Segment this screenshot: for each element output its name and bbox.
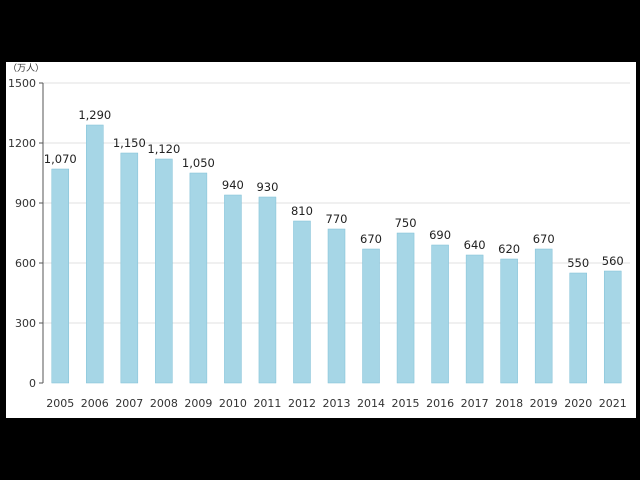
bar-2009: [189, 172, 208, 384]
bar-2021: [603, 270, 622, 384]
bar-2006: [86, 124, 104, 384]
x-tick-label-2005: 2005: [46, 397, 74, 410]
bar-2014: [362, 248, 380, 384]
y-axis-ticks: 0 300 600 900 1200 1500: [8, 77, 43, 390]
x-tick-label-2015: 2015: [392, 397, 420, 410]
x-axis-ticks: 2005 2006 2007 2008 2009 2010 2011 2012 2013 2014…: [46, 397, 626, 410]
data-label-2018: 620: [498, 242, 520, 256]
x-tick-label-2008: 2008: [150, 397, 178, 410]
y-tick-label: 1500: [8, 77, 36, 90]
x-tick-label-2009: 2009: [184, 397, 212, 410]
bar-2007: [120, 152, 139, 384]
bar-2013: [327, 228, 346, 384]
x-tick-label-2016: 2016: [426, 397, 454, 410]
data-label-2017: 640: [464, 238, 486, 252]
x-tick-label-2014: 2014: [357, 397, 385, 410]
data-label-2009: 1,050: [182, 156, 215, 170]
x-tick-label-2006: 2006: [81, 397, 109, 410]
y-axis-unit-label: （万人）: [8, 63, 44, 74]
chart-panel: （万人） 1,070 1,290 1,150 1,120 1,050 940 930 810 7…: [6, 62, 636, 418]
x-tick-label-2012: 2012: [288, 397, 316, 410]
bar-2016: [431, 244, 449, 384]
data-label-2021: 560: [602, 254, 624, 268]
bars: [51, 124, 622, 384]
data-label-2005: 1,070: [44, 152, 77, 166]
data-label-2015: 750: [395, 216, 417, 230]
bar-2005: [51, 168, 70, 384]
bar-2017: [465, 254, 484, 384]
y-tick-label: 0: [29, 377, 36, 390]
x-tick-label-2018: 2018: [495, 397, 523, 410]
y-tick-label: 1200: [8, 137, 36, 150]
bar-2010: [224, 194, 242, 384]
data-label-2019: 670: [533, 232, 555, 246]
bar-2011: [258, 196, 277, 384]
x-tick-label-2010: 2010: [219, 397, 247, 410]
data-label-2016: 690: [429, 228, 451, 242]
y-tick-label: 900: [15, 197, 36, 210]
bar-2012: [293, 220, 311, 384]
bar-2008: [155, 158, 173, 384]
bar-2020: [569, 272, 587, 384]
x-tick-label-2021: 2021: [599, 397, 627, 410]
data-label-2010: 940: [222, 178, 244, 192]
bar-2015: [396, 232, 415, 384]
bar-2019: [534, 248, 553, 384]
data-label-2013: 770: [326, 212, 348, 226]
bar-2018: [500, 258, 518, 384]
y-tick-label: 600: [15, 257, 36, 270]
data-label-2006: 1,290: [78, 108, 111, 122]
x-tick-label-2011: 2011: [253, 397, 281, 410]
data-label-2008: 1,120: [147, 142, 180, 156]
data-label-2020: 550: [567, 256, 589, 270]
x-tick-label-2019: 2019: [530, 397, 558, 410]
gridlines: [43, 82, 630, 324]
y-tick-label: 300: [15, 317, 36, 330]
data-label-2007: 1,150: [113, 136, 146, 150]
x-tick-label-2007: 2007: [115, 397, 143, 410]
x-tick-label-2013: 2013: [323, 397, 351, 410]
x-tick-label-2020: 2020: [564, 397, 592, 410]
data-label-2012: 810: [291, 204, 313, 218]
data-label-2014: 670: [360, 232, 382, 246]
x-tick-label-2017: 2017: [461, 397, 489, 410]
data-label-2011: 930: [256, 180, 278, 194]
